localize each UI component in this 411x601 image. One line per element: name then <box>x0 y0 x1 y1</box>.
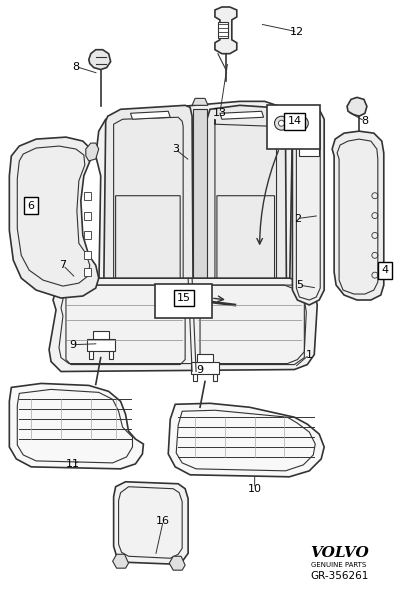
Text: GR-356261: GR-356261 <box>310 571 368 581</box>
Polygon shape <box>9 383 143 469</box>
Text: 10: 10 <box>248 484 262 493</box>
Polygon shape <box>113 482 188 564</box>
Polygon shape <box>89 350 93 359</box>
Text: 15: 15 <box>177 293 191 303</box>
Circle shape <box>275 116 289 130</box>
Polygon shape <box>193 373 197 382</box>
FancyBboxPatch shape <box>155 284 212 318</box>
Polygon shape <box>93 331 109 339</box>
Polygon shape <box>109 350 113 359</box>
Polygon shape <box>292 108 324 305</box>
Circle shape <box>298 120 304 126</box>
FancyBboxPatch shape <box>267 105 320 149</box>
Text: 14: 14 <box>287 116 301 126</box>
Polygon shape <box>84 251 91 259</box>
Polygon shape <box>168 403 324 477</box>
Polygon shape <box>104 105 193 308</box>
Polygon shape <box>86 143 99 161</box>
Polygon shape <box>84 268 91 276</box>
Polygon shape <box>160 292 180 308</box>
Text: 4: 4 <box>381 265 388 275</box>
Circle shape <box>294 116 308 130</box>
Polygon shape <box>87 339 115 350</box>
Polygon shape <box>84 231 91 239</box>
Polygon shape <box>347 97 367 116</box>
Text: 16: 16 <box>156 516 170 525</box>
Polygon shape <box>193 109 207 310</box>
Text: 8: 8 <box>361 116 369 126</box>
Text: 9: 9 <box>69 340 76 350</box>
Polygon shape <box>197 353 213 362</box>
Text: 6: 6 <box>28 201 35 210</box>
Text: 13: 13 <box>213 108 227 118</box>
Polygon shape <box>89 50 111 70</box>
Polygon shape <box>220 111 263 119</box>
Text: 2: 2 <box>294 213 301 224</box>
Polygon shape <box>131 111 170 119</box>
Text: 8: 8 <box>72 61 79 72</box>
Polygon shape <box>192 99 208 105</box>
Polygon shape <box>84 212 91 219</box>
Polygon shape <box>49 278 317 371</box>
Polygon shape <box>182 292 202 308</box>
Polygon shape <box>213 373 217 382</box>
Polygon shape <box>96 102 292 320</box>
Text: 3: 3 <box>172 144 179 154</box>
Text: VOLVO: VOLVO <box>310 546 369 560</box>
Polygon shape <box>299 146 319 156</box>
Text: 7: 7 <box>60 260 67 270</box>
Polygon shape <box>169 557 185 570</box>
Polygon shape <box>84 192 91 200</box>
Polygon shape <box>9 137 99 298</box>
Polygon shape <box>332 131 384 300</box>
Polygon shape <box>215 7 237 53</box>
Polygon shape <box>218 22 228 38</box>
Polygon shape <box>207 105 286 308</box>
Circle shape <box>279 120 284 126</box>
Text: 9: 9 <box>196 365 203 374</box>
Text: GENUINE PARTS: GENUINE PARTS <box>312 562 367 568</box>
Polygon shape <box>113 554 129 568</box>
Text: 12: 12 <box>290 27 305 37</box>
Text: 1: 1 <box>306 350 313 359</box>
Text: 11: 11 <box>66 459 80 469</box>
Text: 5: 5 <box>296 280 303 290</box>
Polygon shape <box>191 362 219 373</box>
